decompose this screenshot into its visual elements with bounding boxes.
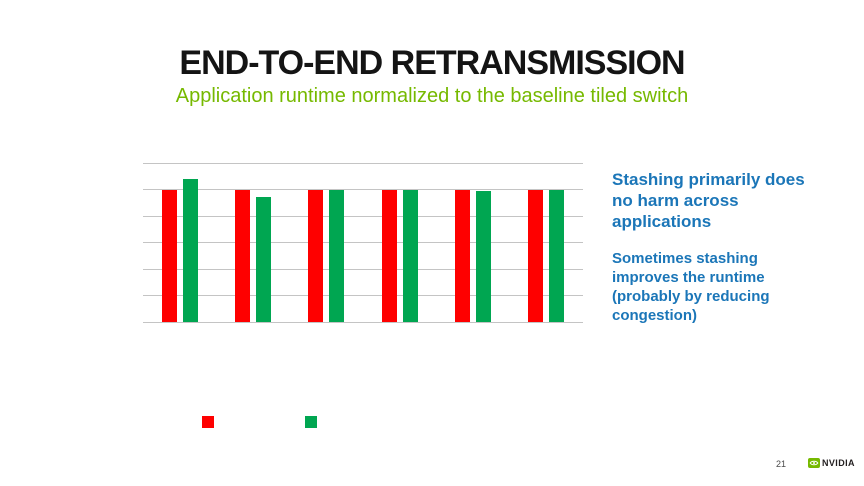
bar-series-green-group4	[402, 189, 418, 322]
bar-series-green-group6	[549, 189, 565, 322]
page-subtitle: Application runtime normalized to the ba…	[175, 85, 689, 107]
gridline-0.0	[143, 321, 583, 323]
bar-series-red-group2	[235, 189, 250, 322]
bar-series-green-group1	[182, 178, 198, 322]
bar-series-green-group5	[476, 190, 491, 322]
gridline-0.8	[143, 215, 583, 217]
bar-series-red-group4	[381, 189, 397, 322]
nvidia-logo-text: NVIDIA	[822, 458, 855, 468]
gridline-1.2	[143, 162, 583, 164]
bar-series-green-group3	[329, 189, 345, 322]
bar-series-red-group6	[528, 189, 544, 322]
bar-series-red-group1	[161, 189, 177, 322]
runtime-bar-chart	[143, 162, 583, 323]
chart-plot-area	[143, 162, 583, 323]
annotation-primary: Stashing primarily does no harm across a…	[612, 170, 805, 231]
gridline-0.4	[143, 268, 583, 270]
gridline-0.2	[143, 295, 583, 296]
page-title: END-TO-END RETRANSMISSION	[179, 44, 685, 82]
gridline-1.0	[143, 189, 583, 190]
bar-series-green-group2	[256, 197, 271, 322]
legend-swatch-green	[305, 416, 317, 428]
gridline-0.6	[143, 242, 583, 243]
nvidia-logo: NVIDIA	[808, 457, 855, 469]
nvidia-eye-icon	[808, 458, 820, 468]
page-number: 21	[776, 459, 787, 469]
annotation-secondary: Sometimes stashing improves the runtime …	[612, 250, 770, 324]
legend-swatch-red	[202, 416, 214, 428]
annotation-panel: Stashing primarily does no harm across a…	[612, 169, 808, 325]
bar-series-red-group5	[455, 189, 470, 322]
bar-series-red-group3	[308, 189, 324, 322]
